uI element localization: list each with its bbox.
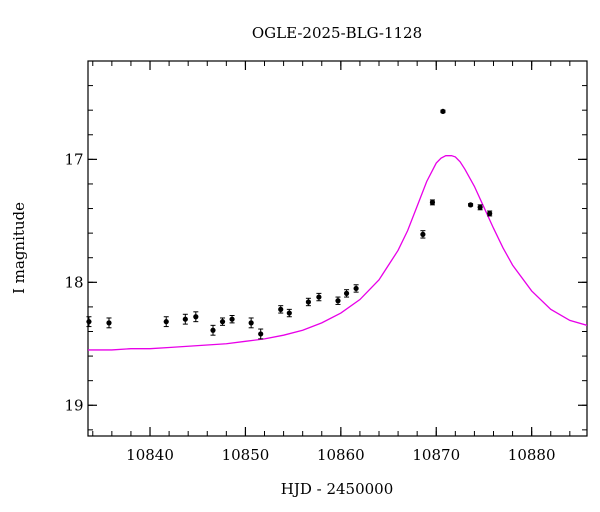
x-tick-label: 10840	[126, 446, 174, 464]
y-tick-labels: 17 18 19	[64, 150, 83, 414]
data-point	[182, 313, 188, 325]
chart-title: OGLE-2025-BLG-1128	[252, 24, 422, 42]
data-point	[440, 108, 446, 115]
data-point	[163, 316, 169, 328]
point-marker	[106, 320, 112, 326]
point-marker	[487, 210, 493, 217]
x-tick-label: 10850	[222, 446, 270, 464]
point-marker	[440, 108, 446, 115]
data-point	[316, 292, 322, 302]
point-marker	[248, 320, 254, 326]
data-point	[106, 317, 112, 329]
point-marker	[467, 202, 474, 208]
data-point	[429, 199, 436, 206]
x-tick-label: 10860	[317, 446, 365, 464]
point-marker	[229, 316, 235, 322]
data-points-layer	[86, 108, 493, 340]
y-tick-label: 18	[64, 273, 83, 291]
data-point	[258, 328, 264, 340]
y-axis-label: I magnitude	[10, 202, 28, 294]
point-marker	[286, 310, 292, 316]
model-curve	[88, 155, 587, 351]
point-marker	[182, 316, 188, 322]
y-tick-label: 19	[64, 396, 83, 414]
point-marker	[278, 306, 284, 312]
point-marker	[305, 299, 311, 305]
data-point	[335, 296, 341, 305]
point-marker	[86, 319, 92, 325]
point-marker	[353, 285, 359, 292]
y-tick-label: 17	[64, 150, 83, 168]
data-point	[248, 317, 254, 329]
data-point	[210, 324, 216, 336]
point-marker	[163, 319, 169, 325]
point-marker	[420, 231, 426, 237]
data-point	[353, 284, 359, 293]
point-marker	[477, 204, 483, 210]
point-marker	[258, 331, 264, 337]
data-point	[229, 315, 235, 324]
point-marker	[316, 294, 322, 300]
data-point	[86, 316, 92, 328]
data-point	[219, 317, 226, 326]
data-point	[467, 202, 474, 208]
data-point	[286, 308, 292, 318]
point-marker	[210, 327, 216, 333]
x-tick-labels: 10840 10850 10860 10870 10880	[126, 446, 555, 464]
point-marker	[429, 199, 436, 205]
data-point	[193, 311, 199, 323]
point-marker	[193, 314, 199, 320]
data-point	[487, 210, 493, 217]
data-point	[305, 297, 311, 307]
x-axis-label: HJD - 2450000	[281, 480, 394, 498]
model-curve-layer	[88, 155, 587, 351]
axis-ticks	[88, 60, 587, 436]
point-marker	[335, 298, 341, 304]
data-point	[278, 305, 284, 314]
x-tick-label: 10880	[508, 446, 556, 464]
data-point	[343, 289, 350, 298]
data-point	[420, 230, 426, 239]
x-tick-label: 10870	[412, 446, 460, 464]
data-point	[477, 204, 483, 211]
point-marker	[219, 319, 226, 325]
plot-frame	[87, 60, 588, 437]
point-marker	[343, 290, 350, 296]
